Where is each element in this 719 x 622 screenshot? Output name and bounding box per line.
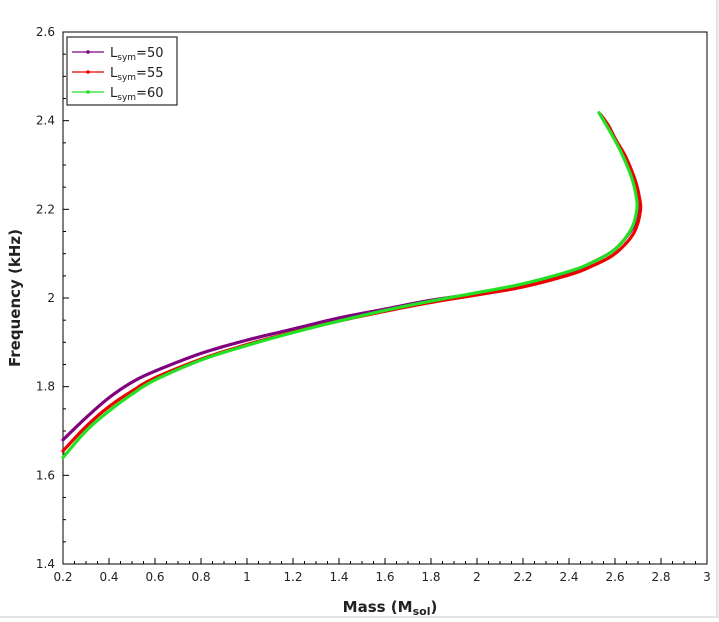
window-edge-right xyxy=(716,0,719,618)
x-tick-label: 2 xyxy=(473,570,481,584)
x-tick-label: 0.6 xyxy=(145,570,164,584)
x-tick-label: 0.8 xyxy=(191,570,210,584)
legend-label: Lsym=50 xyxy=(110,46,163,63)
legend-box xyxy=(66,36,178,106)
legend-label: Lsym=55 xyxy=(110,66,163,83)
x-tick-label: 1.6 xyxy=(375,570,394,584)
legend-swatch-marker xyxy=(86,70,90,74)
y-tick-label: 2.6 xyxy=(36,25,55,39)
x-tick-label: 0.4 xyxy=(99,570,118,584)
y-tick-label: 2.2 xyxy=(36,202,55,216)
x-tick-label: 1.8 xyxy=(421,570,440,584)
legend-label: Lsym=60 xyxy=(110,86,163,103)
x-tick-label: 2.8 xyxy=(651,570,670,584)
x-tick-label: 2.6 xyxy=(605,570,624,584)
series-line-55 xyxy=(61,112,643,453)
y-tick-label: 2.4 xyxy=(36,114,55,128)
x-tick-label: 1.4 xyxy=(329,570,348,584)
legend-swatch-marker xyxy=(86,90,90,94)
x-axis-title: Mass (Msol) xyxy=(343,598,438,618)
series-layer xyxy=(61,111,643,460)
x-tick-label: 0.2 xyxy=(53,570,72,584)
x-tick-label: 1.2 xyxy=(283,570,302,584)
x-tick-label: 2.2 xyxy=(513,570,532,584)
y-tick-label: 1.4 xyxy=(36,557,55,571)
x-tick-label: 1 xyxy=(243,570,251,584)
x-tick-label: 3 xyxy=(703,570,711,584)
legend-swatch-marker xyxy=(86,50,90,54)
x-tick-label: 2.4 xyxy=(559,570,578,584)
series-line-60 xyxy=(61,111,639,460)
y-tick-label: 1.6 xyxy=(36,468,55,482)
y-axis-ticks: 1.4 1.6 1.8 2 2.2 2.4 2.6 xyxy=(36,25,69,571)
window-edge-bottom xyxy=(0,616,719,618)
y-tick-label: 2 xyxy=(47,291,55,305)
legend: Lsym=50 Lsym=55 Lsym=60 xyxy=(66,36,178,106)
y-tick-label: 1.8 xyxy=(36,380,55,394)
x-axis-ticks: 0.2 0.4 0.6 0.8 1 1.2 1.4 1.6 1.8 2 2.2 2.4 2.6 2.8 3 xyxy=(53,558,711,584)
y-axis-title: Frequency (kHz) xyxy=(6,229,24,367)
